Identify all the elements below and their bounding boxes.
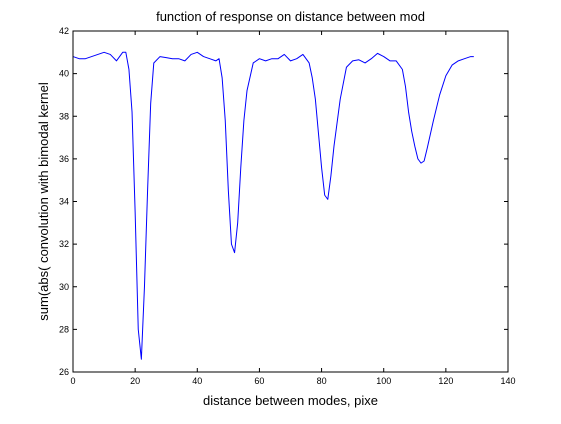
y-axis-title: sum(abs( convolution with bimodal kernel xyxy=(36,82,51,321)
x-tick-label: 140 xyxy=(500,376,515,386)
x-axis-title: distance between modes, pixe xyxy=(203,393,378,408)
x-tick-label: 80 xyxy=(317,376,327,386)
series-layer xyxy=(72,51,474,360)
series-line xyxy=(72,51,474,360)
y-tick-label: 30 xyxy=(59,282,69,292)
x-tick-label: 40 xyxy=(192,376,202,386)
y-tick-label: 38 xyxy=(59,111,69,121)
x-tick-label: 60 xyxy=(254,376,264,386)
x-tick-label: 20 xyxy=(130,376,140,386)
y-tick-label: 26 xyxy=(59,367,69,377)
y-tick-label: 28 xyxy=(59,324,69,334)
x-tick-label: 120 xyxy=(438,376,453,386)
plot-area xyxy=(73,31,508,372)
y-tick-label: 34 xyxy=(59,197,69,207)
tick-labels-layer: 0 20 40 60 80 100 120 140 26 28 30 32 34 36 38 40 42 xyxy=(59,26,516,386)
x-tick-label: 100 xyxy=(376,376,391,386)
x-tick-label: 0 xyxy=(70,376,75,386)
y-tick-label: 32 xyxy=(59,239,69,249)
y-tick-label: 42 xyxy=(59,26,69,36)
y-tick-label: 36 xyxy=(59,154,69,164)
chart-title: function of response on distance between… xyxy=(156,9,425,24)
plot-frame xyxy=(72,30,509,373)
y-tick-label: 40 xyxy=(59,69,69,79)
